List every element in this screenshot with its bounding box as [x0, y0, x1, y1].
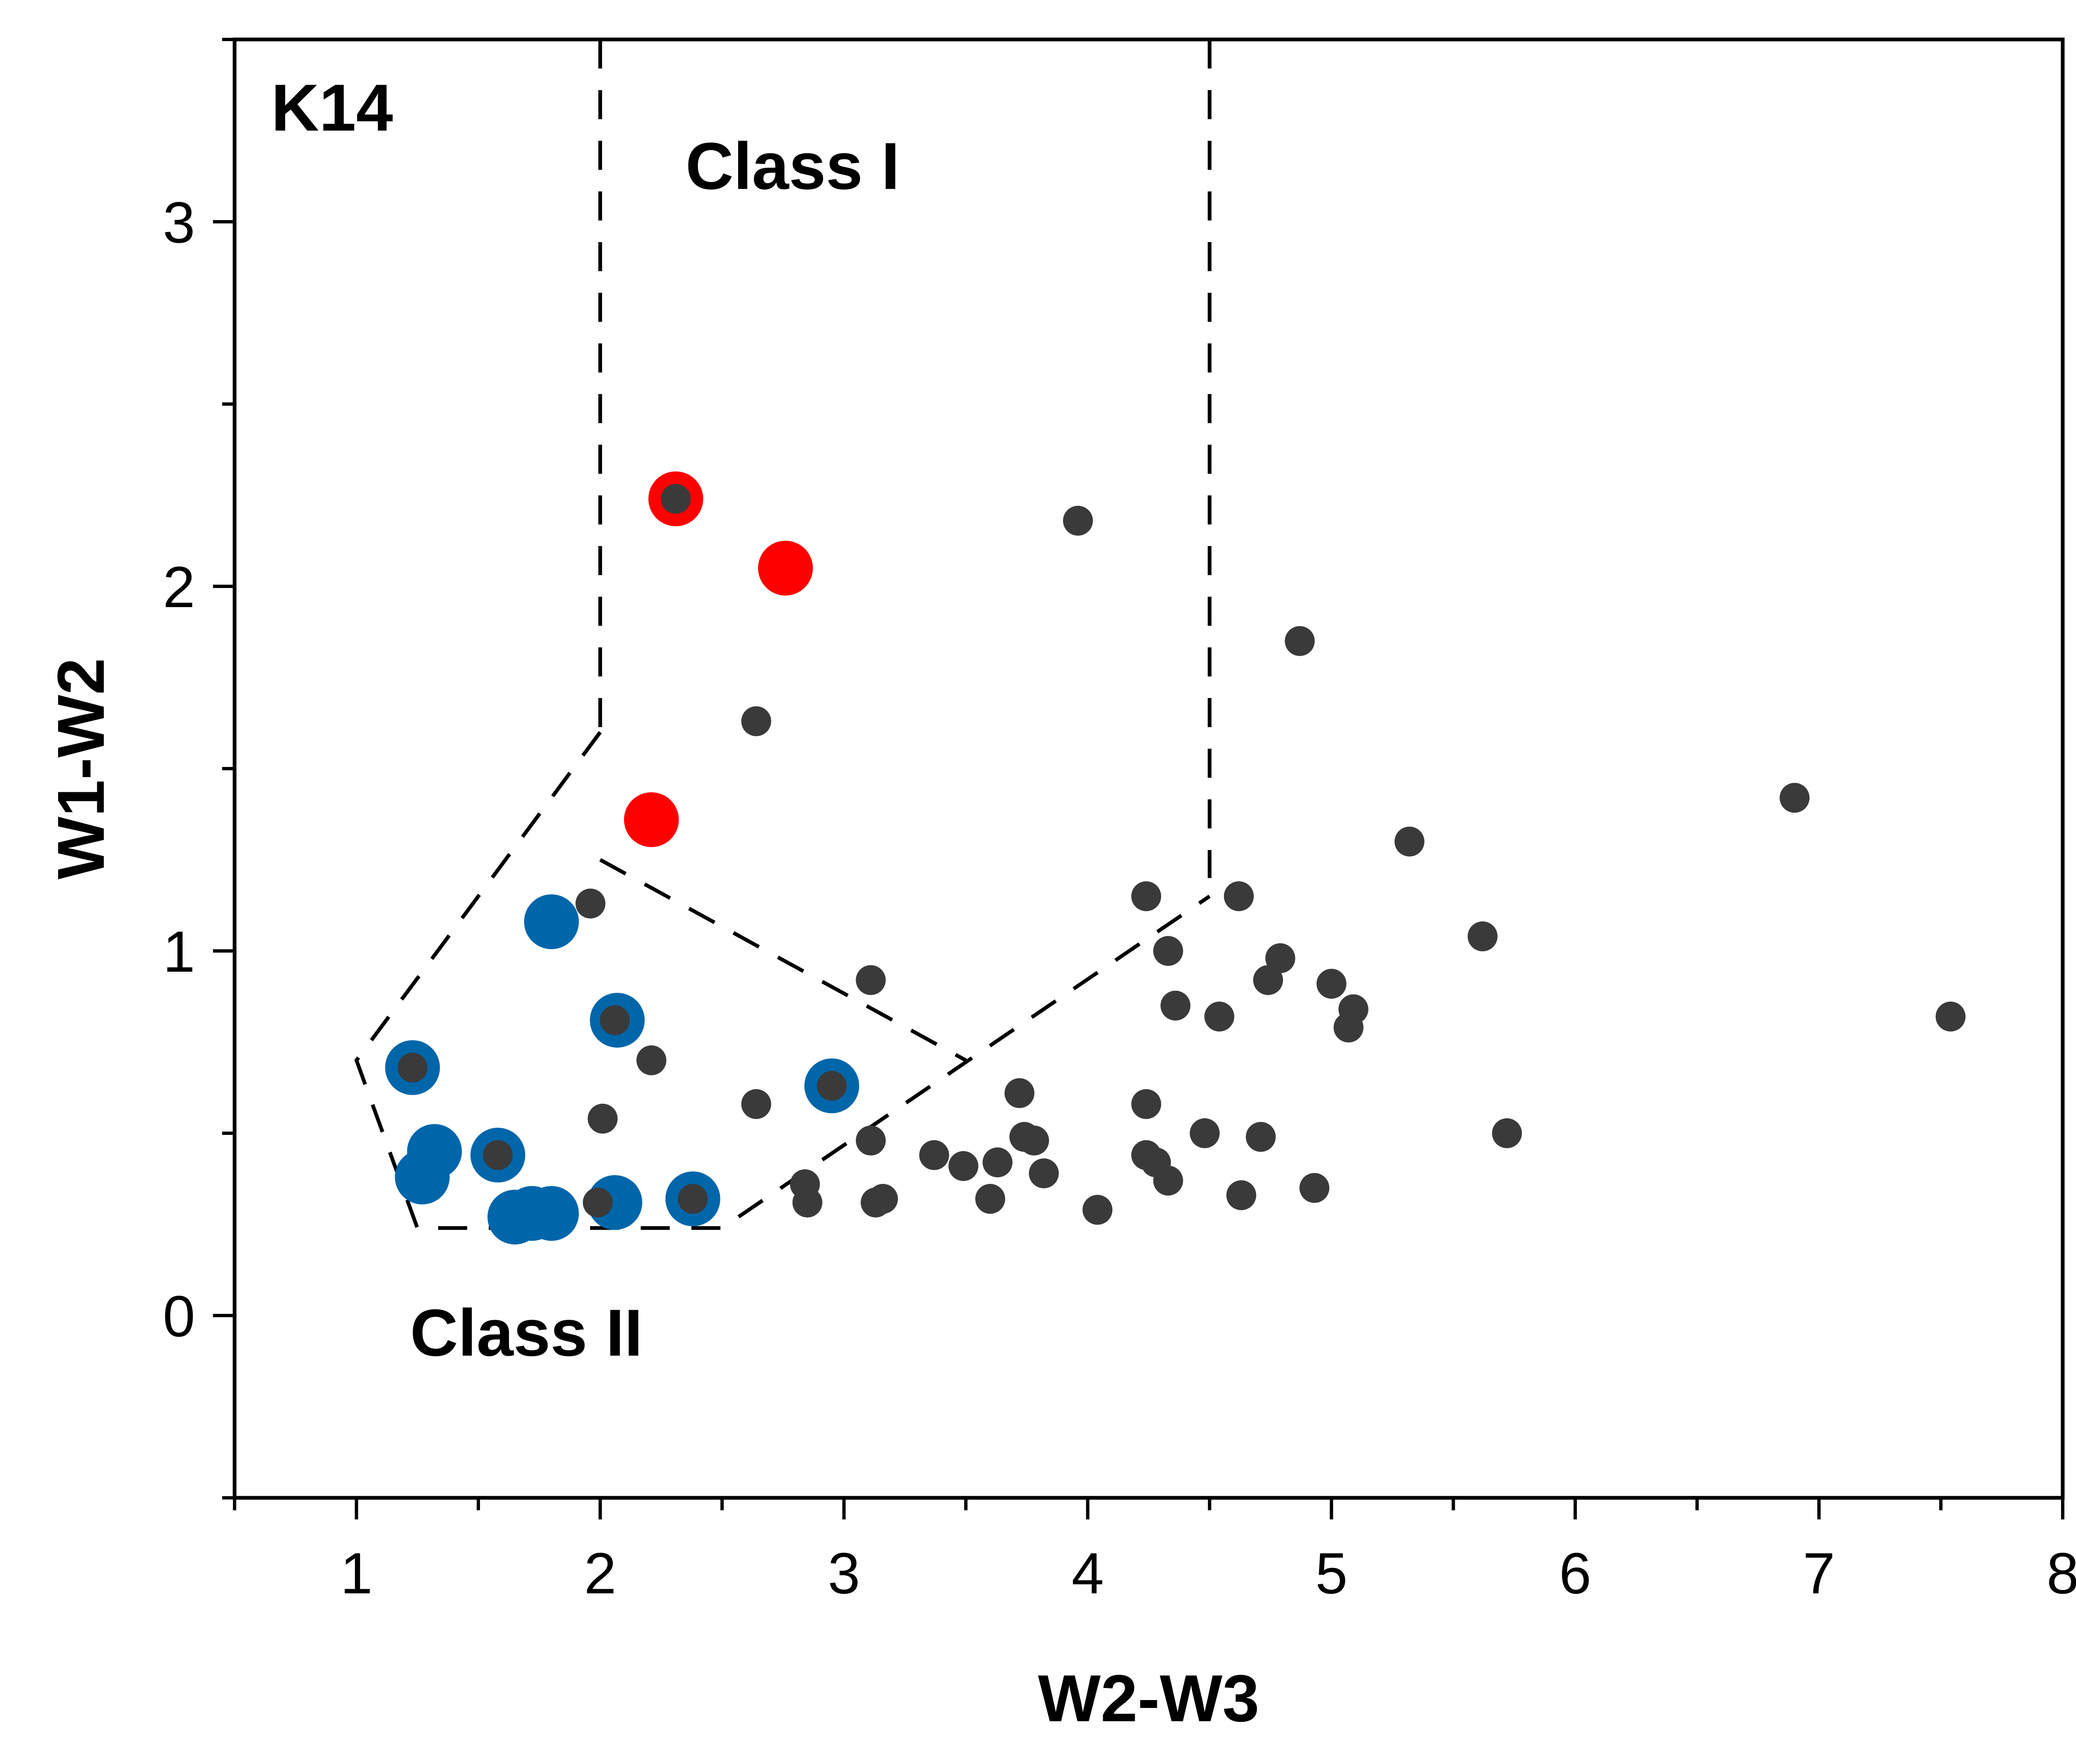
x-tick-label: 1	[340, 1541, 373, 1606]
region-boundaries	[354, 39, 1212, 1230]
field-point	[1265, 943, 1295, 973]
class-ii-upper-boundary	[599, 858, 967, 1062]
field-point	[792, 1187, 823, 1218]
field-point	[1467, 921, 1498, 951]
y-axis-title: W1-W2	[44, 658, 118, 879]
x-tick-label: 3	[828, 1541, 860, 1606]
field-point	[1160, 990, 1191, 1021]
data-points	[385, 471, 1966, 1245]
field-point	[583, 1187, 613, 1218]
field-point	[483, 1140, 513, 1170]
field-point	[1492, 1118, 1522, 1148]
field-point	[678, 1184, 708, 1214]
field-point	[817, 1071, 847, 1101]
field-point	[868, 1184, 898, 1214]
field-point	[1935, 1002, 1966, 1032]
field-point	[1285, 626, 1315, 656]
x-tick-label: 6	[1559, 1541, 1591, 1606]
field-point	[1780, 783, 1810, 813]
field-point	[1029, 1158, 1059, 1188]
field-point	[1226, 1180, 1256, 1210]
field-point	[919, 1140, 949, 1170]
field-point	[741, 1089, 771, 1119]
field-point	[636, 1045, 666, 1076]
field-point	[1253, 965, 1283, 995]
y-tick-label: 0	[163, 1284, 195, 1349]
field-point	[1004, 1078, 1035, 1108]
x-tick-label: 8	[2047, 1541, 2076, 1606]
field-point	[1019, 1125, 1049, 1156]
field-point	[1063, 505, 1093, 536]
class-ii-point	[395, 1149, 450, 1205]
field-point	[856, 965, 886, 995]
x-tick-label: 4	[1072, 1541, 1104, 1606]
y-tick-label: 2	[163, 554, 195, 620]
field-point	[575, 888, 606, 919]
field-point	[588, 1103, 618, 1134]
field-point	[1131, 1089, 1161, 1119]
field-point	[661, 484, 691, 514]
field-point	[1190, 1118, 1220, 1148]
field-point	[600, 1005, 630, 1035]
field-point	[975, 1184, 1005, 1214]
y-tick-label: 1	[163, 919, 195, 984]
field-point	[1333, 1012, 1364, 1043]
class-ii-label: Class II	[410, 1296, 643, 1370]
class-i-point	[624, 792, 679, 847]
field-point	[856, 1125, 886, 1156]
panel-label: K14	[271, 71, 393, 145]
class-ii-point	[524, 894, 579, 949]
field-point	[982, 1147, 1013, 1178]
field-point	[1316, 969, 1346, 999]
field-point	[397, 1052, 428, 1083]
field-point	[1246, 1122, 1276, 1152]
y-tick-label: 3	[163, 190, 195, 255]
class-ii-region-boundary	[354, 731, 1211, 1230]
field-point	[1131, 881, 1161, 911]
x-tick-label: 5	[1315, 1541, 1348, 1606]
field-point	[1082, 1195, 1113, 1225]
x-tick-label: 2	[584, 1541, 617, 1606]
field-point	[1224, 881, 1254, 911]
field-point	[1153, 936, 1183, 966]
class-ii-point	[524, 1186, 579, 1241]
field-point	[1299, 1173, 1329, 1203]
y-axis: 0 1 2 3	[163, 38, 235, 1499]
x-tick-label: 7	[1803, 1541, 1835, 1606]
field-point	[1153, 1166, 1183, 1196]
class-i-point	[758, 541, 813, 596]
field-point	[741, 706, 771, 736]
field-point	[1394, 826, 1425, 857]
x-axis-title: W2-W3	[1038, 1661, 1259, 1735]
class-i-label: Class I	[685, 129, 900, 203]
x-axis: 1 2 3 4 5 6 7 8	[233, 1498, 2076, 1606]
field-point	[948, 1151, 979, 1181]
field-point	[1204, 1002, 1234, 1032]
